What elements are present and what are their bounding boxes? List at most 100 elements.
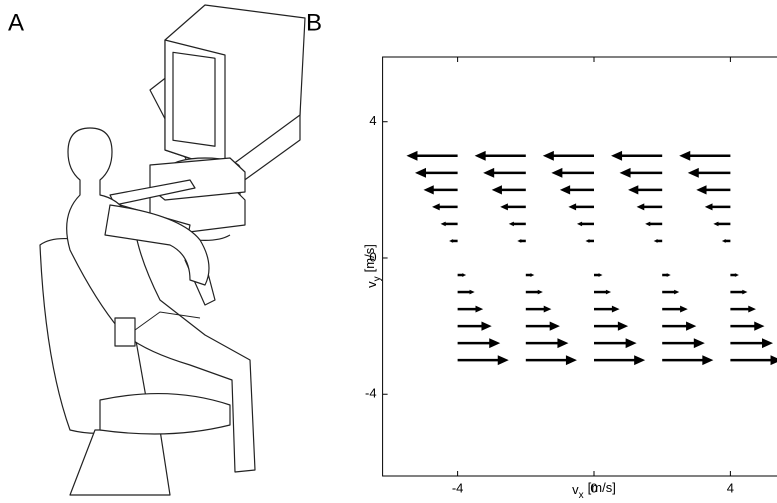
arrow-head [474, 150, 486, 161]
arrow-head [634, 355, 646, 366]
arrow-head [742, 289, 748, 295]
arrow [730, 338, 774, 349]
arrow-head [475, 305, 484, 313]
arrow-head [611, 150, 623, 161]
y-tick-label: -4 [365, 386, 377, 401]
arrow-head [543, 305, 552, 313]
arrow [440, 221, 458, 227]
arrow-head [469, 289, 475, 295]
arrow [525, 338, 569, 349]
y-axis-label: vy [m/s] [362, 244, 382, 288]
arrow-head [762, 338, 774, 349]
arrow [730, 273, 739, 277]
arrow [696, 185, 731, 195]
x-label-unit: [m/s] [588, 480, 616, 495]
chair-seat [99, 392, 231, 435]
x-tick-label: 4 [727, 480, 734, 495]
arrow [611, 150, 663, 161]
arrow [414, 167, 458, 178]
arrow [559, 185, 594, 195]
arrow-head [537, 289, 543, 295]
arrow [517, 239, 526, 243]
arrow [500, 203, 526, 211]
arrow-head [585, 239, 590, 243]
y-tick-label: 4 [369, 113, 376, 128]
arrow [542, 150, 594, 161]
arrow-head [568, 203, 577, 211]
arrow-head [549, 321, 560, 331]
arrow [594, 338, 637, 349]
arrow [423, 185, 458, 195]
arrow [525, 273, 535, 277]
arrow-head [653, 239, 658, 243]
arrow [491, 185, 526, 195]
arrow [645, 221, 663, 227]
box [114, 317, 136, 347]
arrow [653, 239, 663, 243]
arrow [662, 355, 714, 366]
arrow-head [702, 355, 714, 366]
arrow-head [645, 221, 651, 227]
cable [134, 311, 201, 331]
arrow-head [619, 167, 631, 178]
arrow [662, 338, 705, 349]
arrow-head [674, 289, 680, 295]
arrow-head [423, 185, 434, 195]
arrow-head [611, 305, 620, 313]
arrow-head [617, 321, 629, 331]
arrow-head [497, 355, 509, 366]
arrow-head [754, 321, 765, 331]
arrow [687, 167, 731, 178]
arrow [662, 273, 671, 277]
arrow-head [551, 167, 563, 178]
arrow [525, 355, 577, 366]
arrow-head [680, 305, 688, 313]
arrow [704, 203, 731, 211]
arrow-head [462, 273, 467, 277]
arrow [730, 305, 756, 313]
arrow-head [734, 273, 739, 277]
arm [104, 204, 210, 286]
arrow-head [770, 355, 777, 366]
arrow-head [542, 150, 554, 161]
x-axis-label: vx [m/s] [572, 480, 616, 500]
arrow-head [687, 167, 699, 178]
y-label-symbol: v [364, 281, 379, 288]
arrow-head [748, 305, 756, 313]
panel-label: B [306, 9, 322, 36]
arrow [457, 338, 501, 349]
arrow-head [449, 239, 454, 243]
arrow [585, 239, 594, 243]
arrow [662, 289, 680, 295]
arrow [594, 289, 612, 295]
arrow-head [679, 150, 691, 161]
arrow [662, 305, 688, 313]
screen [172, 51, 216, 147]
arrow-head [605, 289, 612, 295]
arrow [457, 321, 492, 331]
y-label-subscript: y [372, 276, 383, 281]
arrow [551, 167, 594, 178]
arrow-head [696, 185, 707, 195]
arrow [594, 321, 629, 331]
x-label-symbol: v [572, 482, 579, 497]
panel-label: A [8, 9, 24, 36]
arrow-head [489, 338, 501, 349]
x-label-subscript: x [579, 490, 584, 501]
arrow [594, 273, 603, 277]
arrow [628, 185, 663, 195]
arrow [457, 289, 475, 295]
arrow-head [713, 221, 719, 227]
arrow [568, 203, 594, 211]
arrow-head [508, 221, 514, 227]
arrow-head [440, 221, 446, 227]
arrow [594, 355, 646, 366]
arrow [457, 355, 509, 366]
arrow [483, 167, 526, 178]
apparatus-illustration [39, 4, 306, 496]
arrow-head [666, 273, 671, 277]
arrow [474, 150, 526, 161]
arrow-head [628, 185, 639, 195]
arrow [457, 305, 484, 313]
